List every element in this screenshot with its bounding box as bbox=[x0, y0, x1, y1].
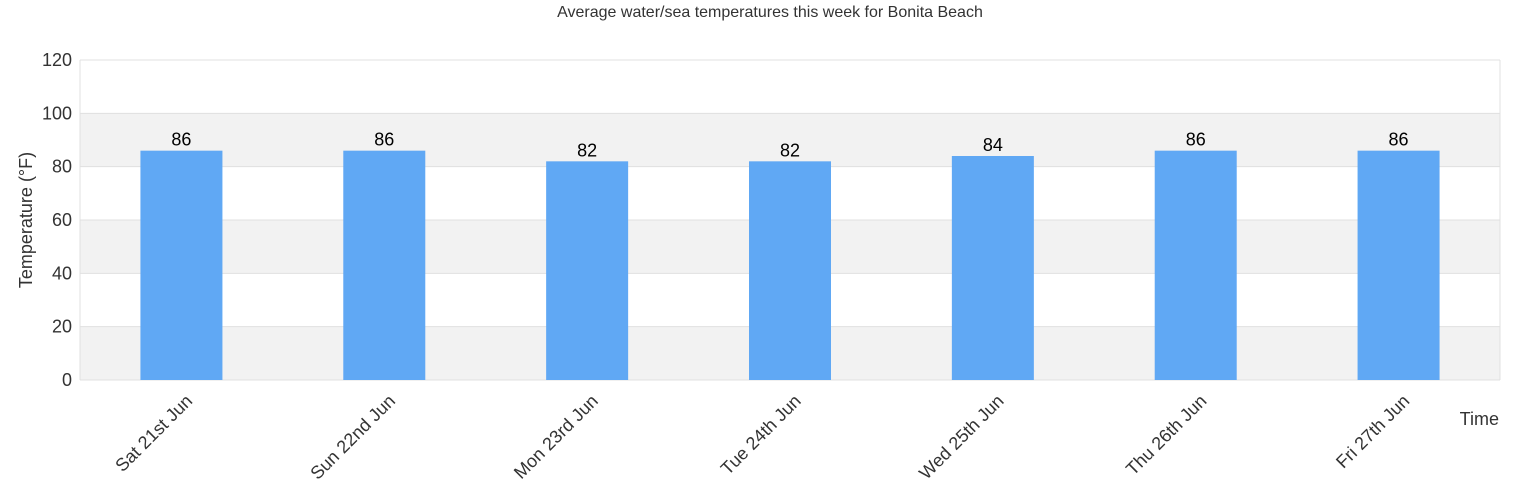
x-tick-label: Tue 24th Jun bbox=[717, 391, 805, 479]
y-tick-label: 120 bbox=[42, 50, 72, 70]
x-tick-label: Fri 27th Jun bbox=[1332, 391, 1413, 472]
bar bbox=[343, 150, 426, 380]
data-labels: 86 86 82 82 84 86 86 bbox=[171, 130, 1408, 161]
x-axis-label: Time bbox=[1460, 409, 1499, 429]
bars bbox=[140, 150, 1440, 380]
bar-value-label: 84 bbox=[983, 135, 1003, 155]
y-tick-label: 60 bbox=[52, 210, 72, 230]
chart-title: Average water/sea temperatures this week… bbox=[557, 4, 983, 21]
bar-value-label: 86 bbox=[171, 130, 191, 150]
y-tick-label: 20 bbox=[52, 317, 72, 337]
x-axis-ticks: Sat 21st Jun Sun 22nd Jun Mon 23rd Jun Tue … bbox=[111, 391, 1413, 484]
bar bbox=[1154, 150, 1237, 380]
bar bbox=[140, 150, 223, 380]
bar-value-label: 82 bbox=[780, 140, 800, 160]
y-axis-ticks: 0 20 40 60 80 100 120 bbox=[42, 50, 72, 390]
background-band bbox=[80, 60, 1500, 114]
x-tick-label: Mon 23rd Jun bbox=[510, 391, 602, 483]
bar-value-label: 86 bbox=[1389, 130, 1409, 150]
y-tick-label: 80 bbox=[52, 157, 72, 177]
bar-value-label: 86 bbox=[374, 130, 394, 150]
bar bbox=[951, 156, 1034, 380]
bar-value-label: 82 bbox=[577, 140, 597, 160]
x-tick-label: Sun 22nd Jun bbox=[306, 391, 399, 484]
background-band bbox=[80, 113, 1500, 167]
bar bbox=[749, 161, 831, 380]
y-axis-label: Temperature (°F) bbox=[16, 152, 36, 288]
x-tick-label: Thu 26th Jun bbox=[1122, 391, 1210, 479]
y-tick-label: 100 bbox=[42, 103, 72, 123]
y-tick-label: 0 bbox=[62, 370, 72, 390]
x-tick-label: Wed 25th Jun bbox=[915, 391, 1007, 483]
bar bbox=[546, 161, 629, 380]
y-tick-label: 40 bbox=[52, 263, 72, 283]
x-tick-label: Sat 21st Jun bbox=[111, 391, 196, 476]
bar-value-label: 86 bbox=[1186, 130, 1206, 150]
bar bbox=[1357, 150, 1440, 380]
